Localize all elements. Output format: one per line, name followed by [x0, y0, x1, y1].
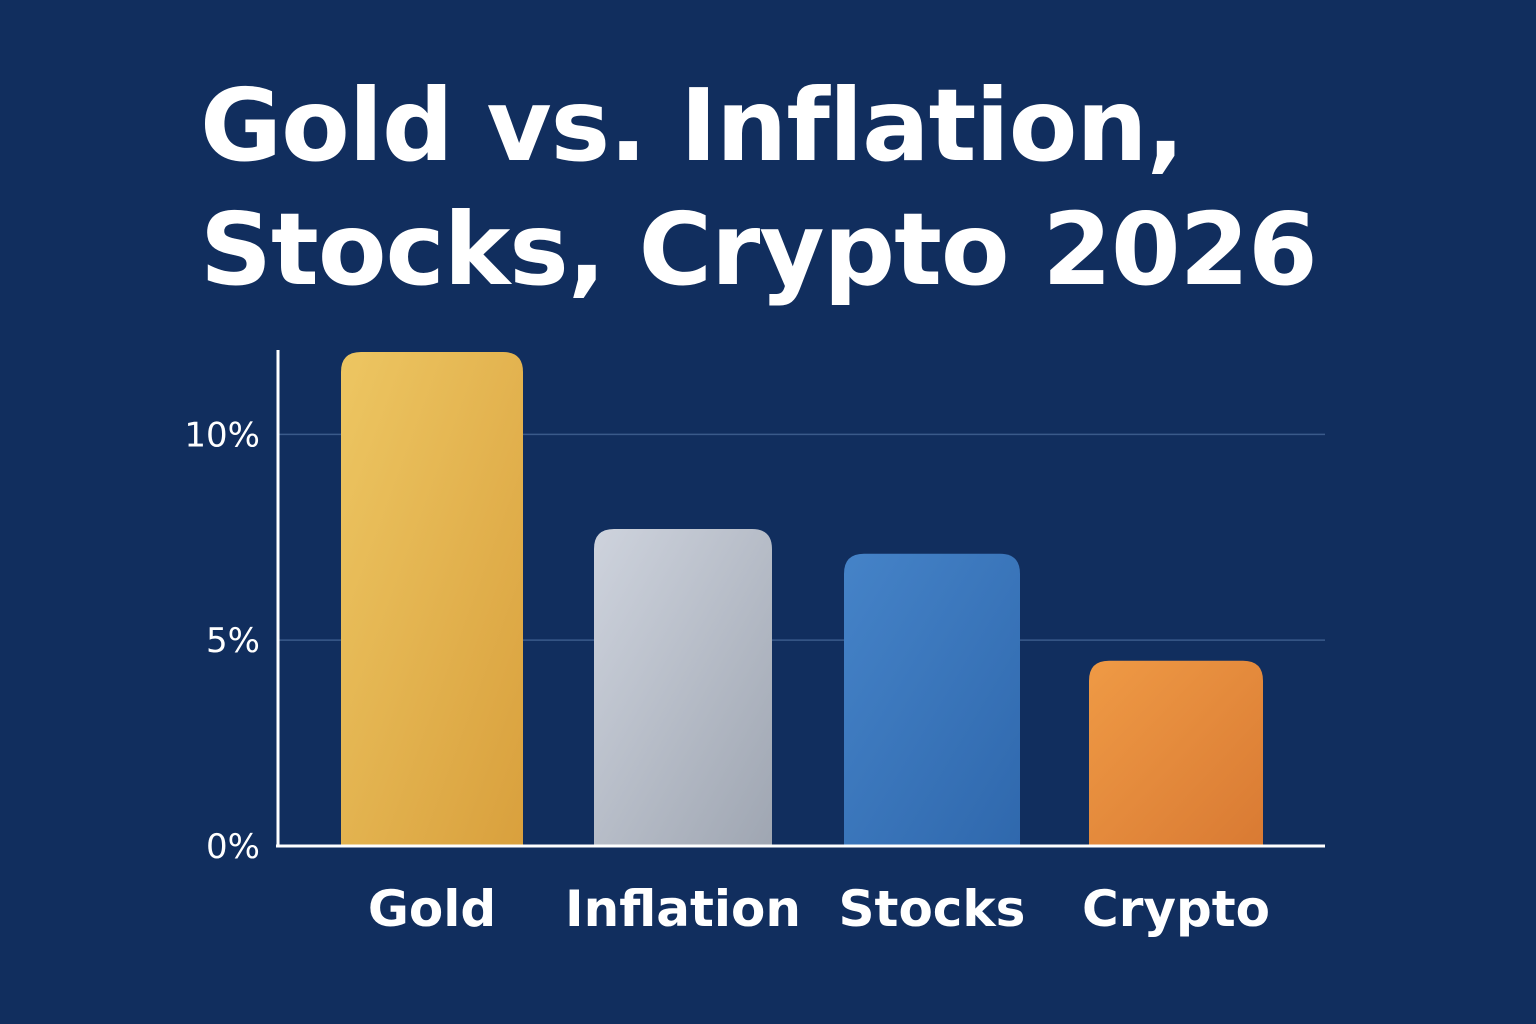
bar-stocks [844, 553, 1020, 846]
x-category-label-stocks: Stocks [839, 880, 1026, 938]
x-category-label-inflation: Inflation [565, 880, 801, 938]
axes [276, 350, 1325, 848]
bars [341, 352, 1263, 846]
bar-inflation [594, 529, 772, 846]
y-tick-label: 5% [206, 621, 260, 661]
chart-title-line-1: Gold vs. Inflation, [200, 67, 1185, 184]
y-tick-label: 10% [184, 415, 260, 455]
bar-crypto [1089, 660, 1263, 846]
x-category-label-gold: Gold [368, 880, 496, 938]
category-labels: Gold Inflation Stocks Crypto [368, 880, 1270, 938]
x-category-label-crypto: Crypto [1082, 880, 1270, 938]
y-tick-labels: 0% 5% 10% [184, 415, 260, 867]
y-tick-label: 0% [206, 827, 260, 867]
chart-title-line-2: Stocks, Crypto 2026 [200, 191, 1318, 308]
bar-gold [341, 352, 523, 846]
chart-title: Gold vs. Inflation, Stocks, Crypto 2026 [200, 64, 1450, 312]
